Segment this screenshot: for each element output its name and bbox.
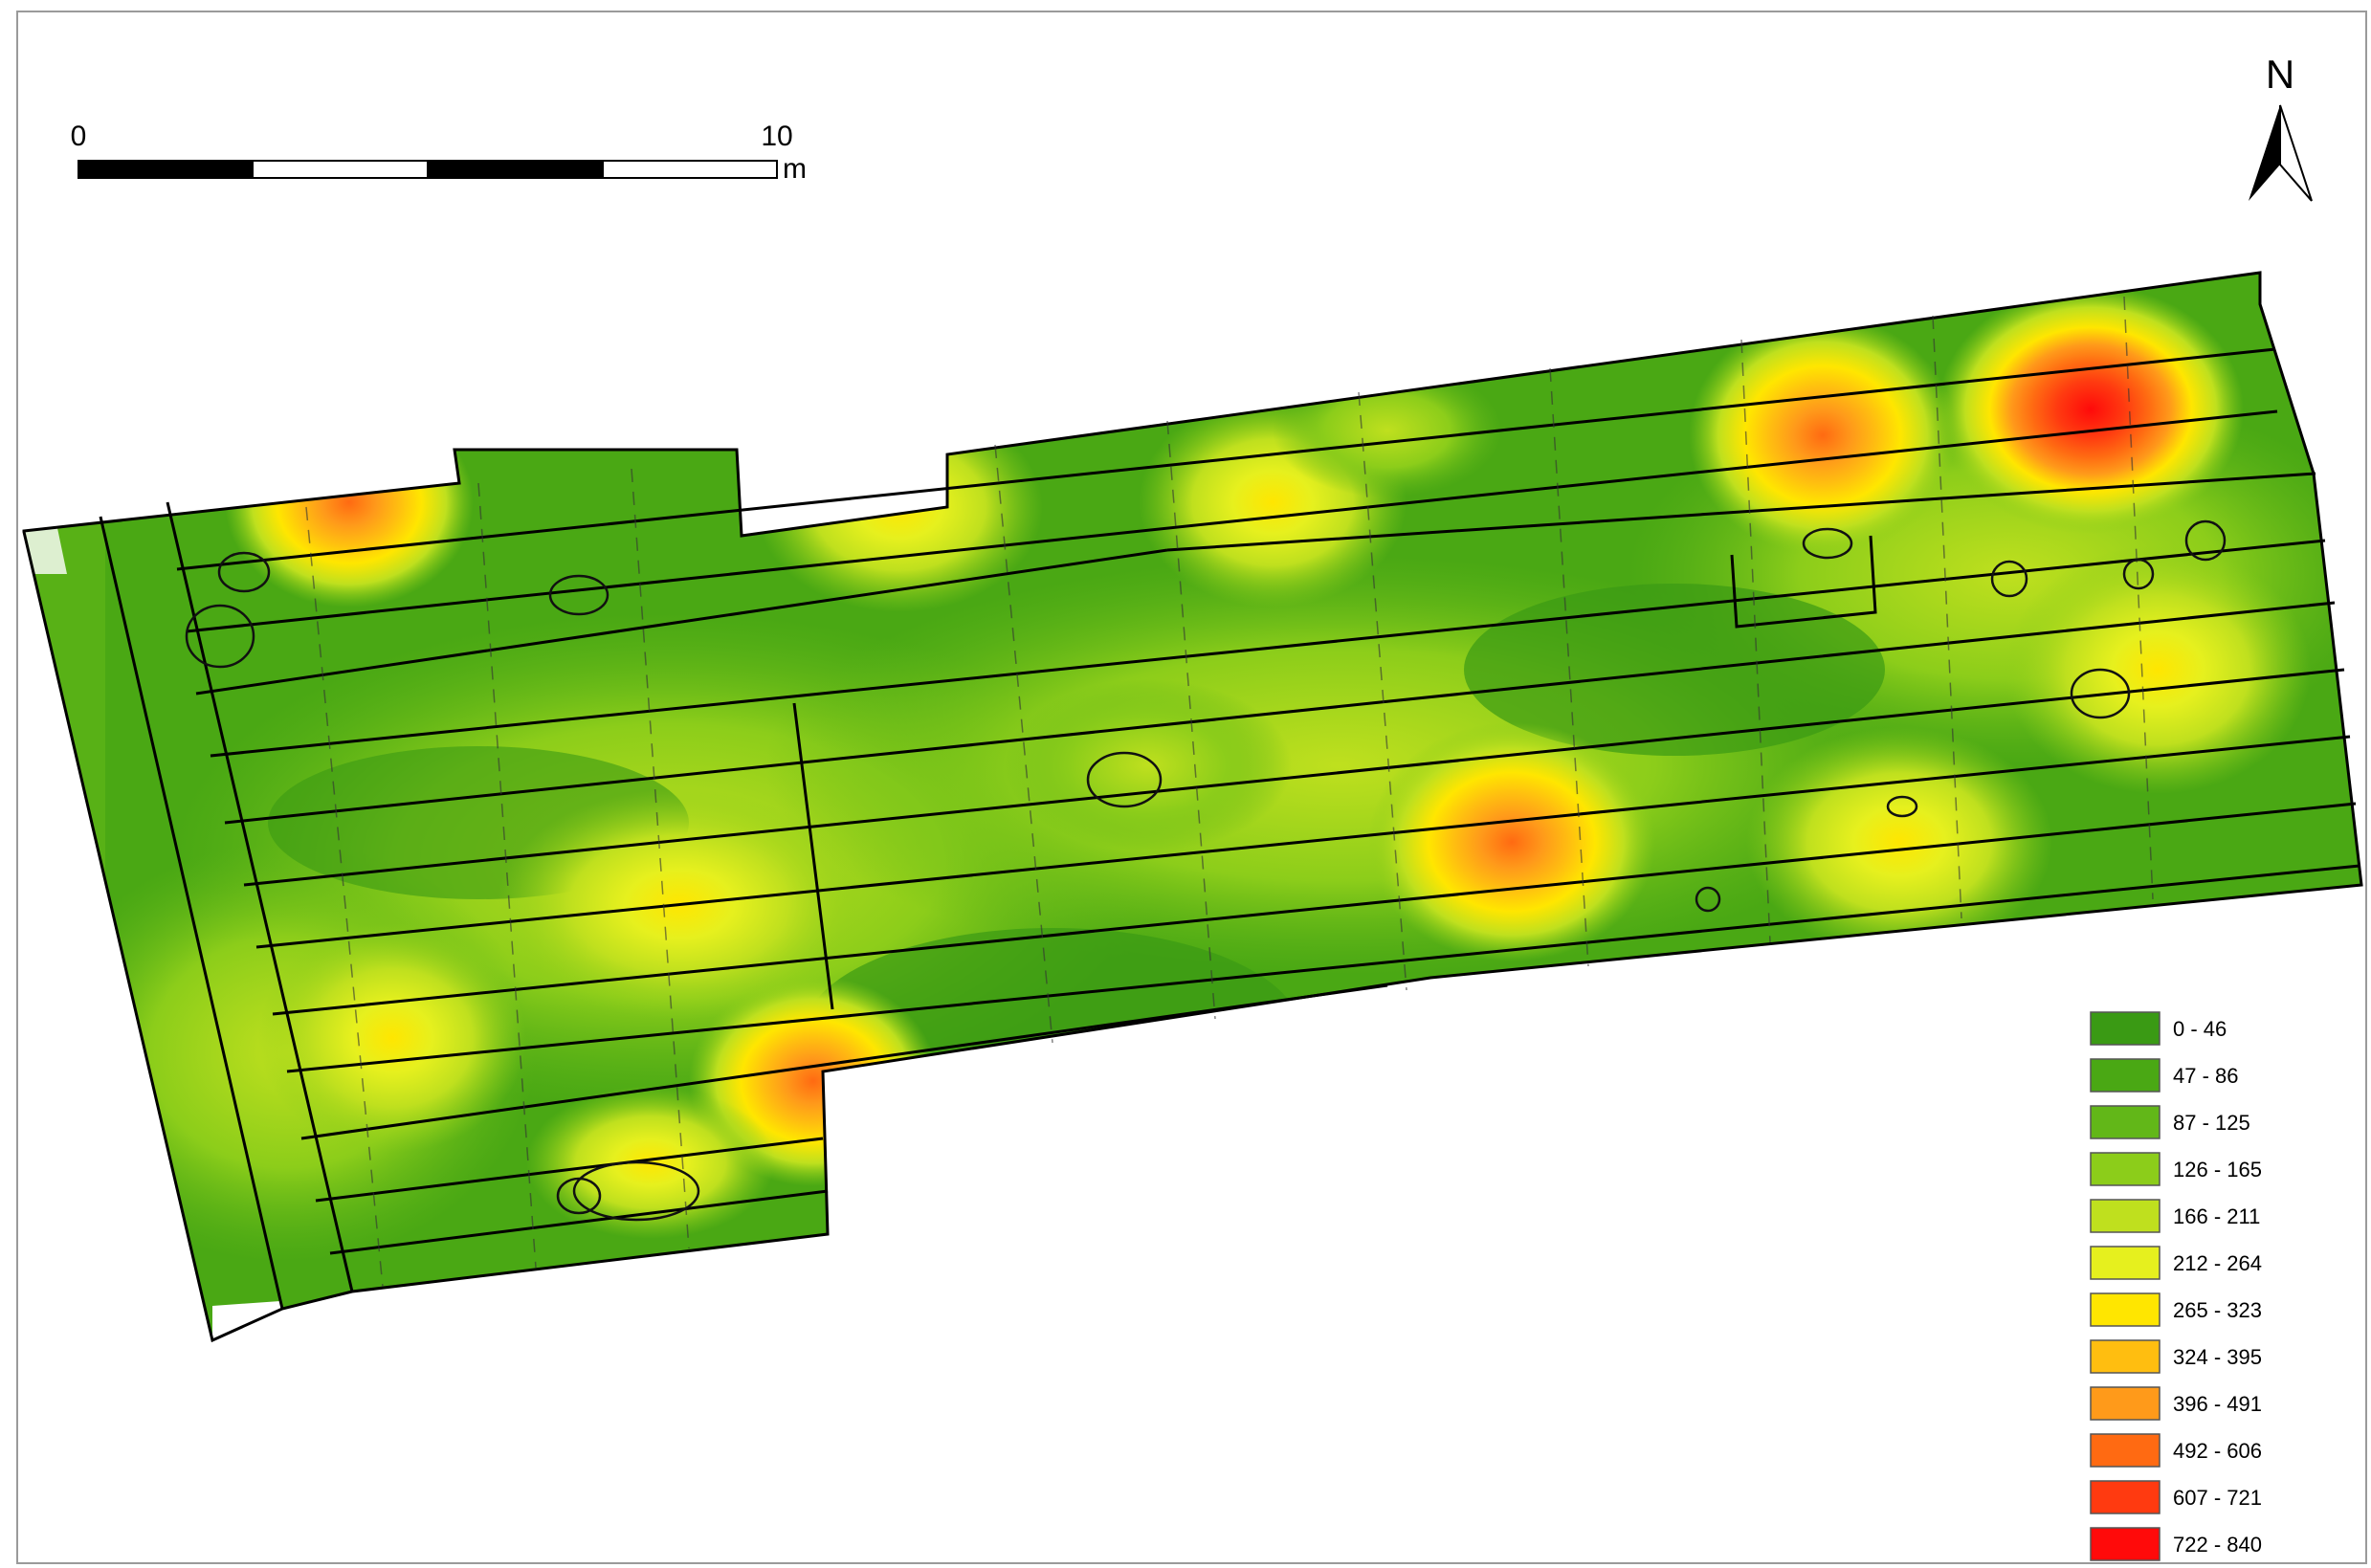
subgrid-line — [1549, 367, 1589, 967]
feature-pit — [548, 574, 609, 616]
scale-bar-segment — [78, 160, 254, 179]
feature-pit — [1990, 560, 2028, 598]
feature-pit — [2122, 558, 2155, 590]
north-arrow-left-half — [2249, 105, 2280, 201]
legend-swatch — [2090, 1105, 2160, 1139]
legend-label: 212 - 264 — [2173, 1251, 2262, 1275]
trench-boundary — [1166, 472, 2316, 552]
subgrid-line — [477, 482, 537, 1269]
subgrid-line — [305, 506, 384, 1288]
hotspot — [756, 402, 1043, 612]
legend-label: 492 - 606 — [2173, 1439, 2262, 1463]
trench-grid — [22, 271, 2363, 1343]
hotspot — [2005, 545, 2311, 794]
subgrid-line — [1932, 315, 1962, 919]
legend-swatch — [2090, 1292, 2160, 1327]
hotspot — [258, 923, 526, 1153]
hotspot — [1368, 722, 1655, 961]
trench-boundary — [315, 1137, 824, 1203]
north-arrow: N — [2249, 52, 2313, 202]
legend-label: 722 - 840 — [2173, 1533, 2262, 1557]
legend-swatch — [2090, 1480, 2160, 1514]
scale-bar-segment — [602, 160, 778, 179]
legend-swatch — [2090, 1339, 2160, 1374]
north-arrow-right-half — [2279, 104, 2313, 202]
north-arrow-label: N — [2266, 52, 2294, 97]
feature-pit — [185, 604, 255, 669]
cool-zone — [1464, 584, 1885, 756]
subgrid-line — [2123, 296, 2154, 900]
feature-pit — [572, 1160, 700, 1222]
legend-swatch — [2090, 1011, 2160, 1046]
feature-pit — [1086, 751, 1163, 808]
trench-boundary — [792, 702, 834, 1010]
trench-boundary — [224, 601, 2336, 825]
scale-bar: 0 10 m — [71, 121, 807, 185]
legend-swatch — [2090, 1152, 2160, 1186]
hotspot — [1689, 316, 1957, 555]
hotspot — [1746, 727, 2052, 957]
subgrid-line — [631, 468, 690, 1249]
hotspot — [1938, 285, 2244, 534]
trench-boundary — [176, 347, 2276, 571]
unsurveyed-area — [2260, 273, 2314, 306]
scale-bar-end-label: 10 — [761, 121, 792, 152]
features — [185, 519, 2227, 1222]
scale-bar-segment — [427, 160, 604, 179]
legend: 0 - 46 47 - 86 87 - 125 126 - 165 166 - 211 2… — [2090, 1011, 2262, 1561]
legend-label: 126 - 165 — [2173, 1158, 2262, 1182]
feature-pit — [217, 551, 271, 593]
legend-label: 0 - 46 — [2173, 1017, 2227, 1041]
scale-bar-unit-label: m — [783, 153, 807, 185]
legend-swatch — [2090, 1386, 2160, 1421]
legend-label: 47 - 86 — [2173, 1064, 2239, 1088]
trench-boundary — [186, 409, 2278, 633]
legend-label: 607 - 721 — [2173, 1486, 2262, 1510]
subgrid — [305, 296, 2154, 1288]
trench-boundary — [272, 802, 2357, 1016]
trench-boundary — [1730, 535, 1877, 629]
feature-pit — [1802, 527, 1853, 560]
legend-swatch — [2090, 1433, 2160, 1468]
unsurveyed-area — [212, 1301, 282, 1340]
subgrid-line — [1166, 420, 1216, 1020]
map-frame — [16, 11, 2367, 1564]
legend-swatch — [2090, 1527, 2160, 1561]
trench-boundary — [255, 735, 2351, 949]
trench-boundary — [166, 501, 354, 1292]
subgrid-line — [1740, 339, 1771, 943]
legend-label: 324 - 395 — [2173, 1345, 2262, 1369]
subgrid-line — [994, 444, 1053, 1044]
feature-pit — [1695, 886, 1721, 913]
scale-bar-segment — [252, 160, 429, 179]
trench-boundary — [286, 864, 2360, 1073]
trench-boundary — [329, 1189, 829, 1255]
hotspot — [225, 397, 474, 607]
edge-strip — [24, 517, 105, 1340]
legend-swatch — [2090, 1058, 2160, 1093]
feature-pit — [2184, 519, 2227, 562]
legend-swatch — [2090, 1199, 2160, 1233]
trench-boundary — [195, 548, 1168, 696]
trench-boundary — [99, 516, 284, 1310]
legend-label: 87 - 125 — [2173, 1111, 2250, 1135]
scale-bar-start-label: 0 — [71, 121, 87, 152]
legend-swatch — [2090, 1246, 2160, 1280]
legend-label: 396 - 491 — [2173, 1392, 2262, 1416]
trench-boundary — [300, 983, 1388, 1140]
feature-pit — [1886, 795, 1918, 818]
legend-label: 166 - 211 — [2173, 1204, 2260, 1228]
unsurveyed-area — [24, 528, 67, 574]
subgrid-line — [1358, 391, 1407, 991]
trench-boundary — [243, 668, 2345, 887]
feature-pit — [2070, 668, 2131, 719]
legend-label: 265 - 323 — [2173, 1298, 2262, 1322]
hotspot — [1005, 679, 1292, 851]
trench-boundary — [210, 539, 2326, 758]
